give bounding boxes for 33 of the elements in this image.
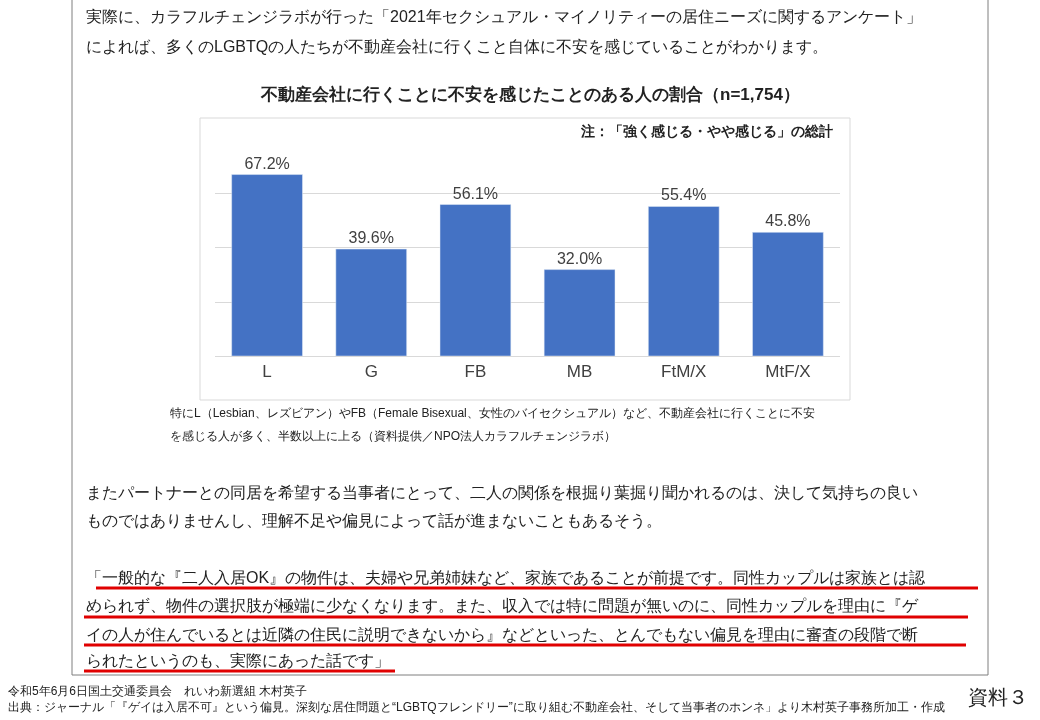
text: 「一般的な『二人入居OK』の物件は、夫婦や兄弟姉妹など、家族であることが前提です。同性カップルは家族とは認	[86, 569, 926, 586]
x-tick-label: MB	[566, 362, 593, 382]
data-label: 67.2%	[244, 154, 290, 172]
text: ものではありませんし、理解不足や偏見によって話が進まないこともあるそう。	[86, 512, 662, 530]
x-tick-label: FtM/X	[661, 362, 707, 382]
text: 令和5年6月6日国土交通委員会 れいわ新選組 木村英子	[8, 684, 308, 698]
text: を感じる人が多く、半数以上に上る（資料提供／NPO法人カラフルチェンジラボ）	[170, 429, 617, 443]
bar	[231, 174, 303, 356]
text: 特にL（Lesbian、レズビアン）やFB（Female Bisexual、女性のバイセクシュアル）など、不動産会社に行くことに不安	[170, 406, 815, 420]
text: 注：「強く感じる・やや感じる」の総計	[580, 123, 833, 139]
bar	[648, 206, 720, 356]
data-label: 56.1%	[452, 184, 499, 202]
data-label: 55.4%	[661, 186, 707, 204]
text: によれば、多くのLGBTQの人たちが不動産会社に行くこと自体に不安を感じていることがわかります。	[86, 38, 829, 55]
x-tick-label: FB	[464, 362, 487, 382]
x-tick-label: L	[262, 362, 272, 382]
x-tick-label: MtF/X	[765, 362, 811, 382]
text: またパートナーとの同居を希望する当事者にとって、二人の関係を根掘り葉掘り聞かれるのは、決して気持ちの良い	[86, 484, 918, 501]
text: 実際に、カラフルチェンジラボが行った「2021年セクシュアル・マイノリティーの居住ニーズに関するアンケート」	[86, 8, 922, 25]
data-label: 45.8%	[765, 212, 811, 230]
text: められず、物件の選択肢が極端に少なくなります。また、収入では特に問題が無いのに、同性カップルを理由に『ゲ	[86, 597, 919, 615]
text: られたというのも、実際にあった話です」	[86, 652, 390, 670]
bar	[335, 248, 407, 356]
source-note: 出典：ジャーナル「『ゲイは入居不可』という偏見。深刻な居住問題と“LGBTQフレンドリー”に取り組む不動産会社、そして当事者のホンネ」より木村英子事務所加工・作成	[8, 700, 945, 714]
text: 資料３	[968, 686, 1028, 708]
bar	[752, 232, 824, 356]
bar	[439, 204, 512, 356]
data-label: 32.0%	[556, 249, 603, 267]
bar	[543, 269, 616, 356]
chart-title: 不動産会社に行くことに不安を感じたことのある人の割合（n=1,754）	[260, 85, 800, 104]
x-tick-label: G	[364, 362, 378, 382]
data-label: 39.6%	[348, 229, 394, 247]
text: イの人が住んでいるとは近隣の住民に説明できないから』などといった、とんでもない偏見を理由に審査の段階で断	[86, 626, 918, 643]
